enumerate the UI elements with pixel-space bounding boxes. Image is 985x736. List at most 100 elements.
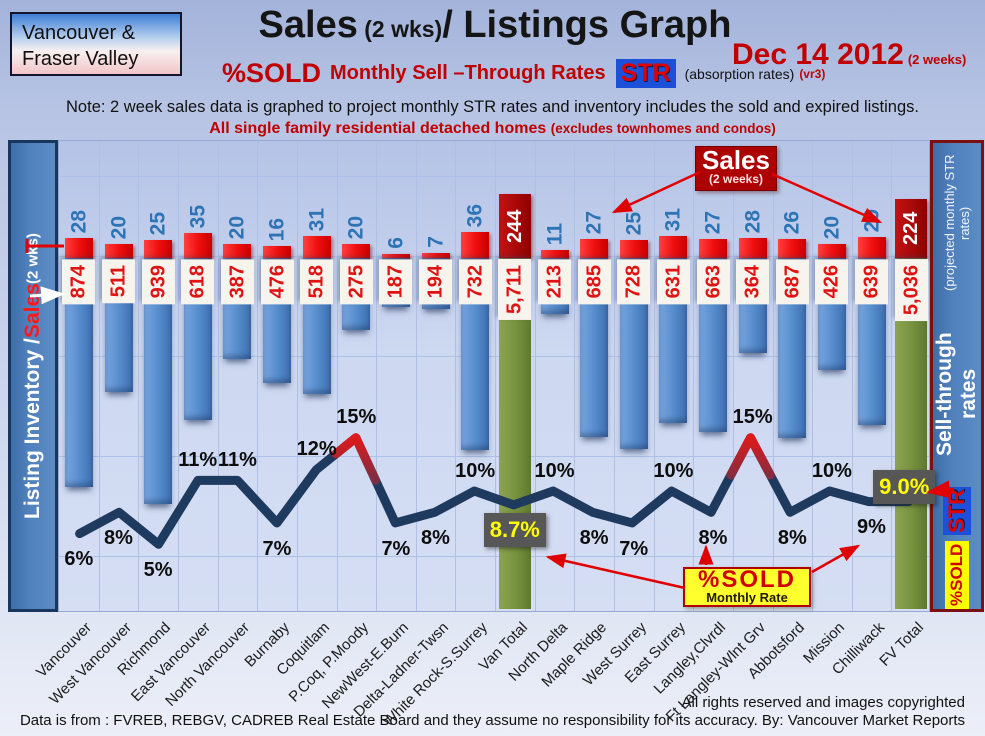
sales-bar	[699, 239, 727, 258]
str-rate-label: 7%	[262, 537, 292, 560]
subtitle: %SOLD Monthly Sell –Through Rates STR (a…	[222, 58, 825, 89]
str-rate-label: 8%	[104, 526, 133, 549]
sales-count-label: 11	[543, 222, 566, 245]
sales-bar	[64, 238, 93, 258]
str-rate-label: 11%	[217, 448, 257, 471]
sales-count-label: 25	[146, 211, 170, 235]
gridline-vertical	[534, 141, 536, 611]
sales-bar	[302, 236, 331, 258]
str-rate-label: 6%	[64, 548, 94, 571]
subtitle-rates: Monthly Sell –Through Rates	[330, 62, 606, 84]
inventory-count-label: 939	[141, 259, 175, 305]
inventory-count-label: 5,036	[894, 259, 928, 322]
gridline-vertical	[693, 141, 695, 611]
region-line-1: Vancouver &	[22, 22, 136, 44]
sales-count-label: 7	[424, 236, 447, 248]
str-rate-label: 10%	[811, 459, 852, 482]
gridline-vertical	[138, 141, 140, 611]
sales-bar	[817, 244, 846, 258]
sales-bar	[580, 239, 609, 258]
date-text: Dec 14 2012	[732, 38, 904, 71]
scope-paren: (excludes townhomes and condos)	[550, 121, 776, 136]
gridline-horizontal	[59, 256, 929, 257]
inventory-count-label: 476	[260, 259, 294, 305]
subtitle-absorption: (absorption rates)	[684, 65, 795, 82]
str-rate-total-label: 9.0%	[873, 470, 936, 505]
gridline-horizontal	[59, 176, 929, 177]
subtitle-pct-sold: %SOLD	[222, 58, 322, 88]
note-text: Note: 2 week sales data is graphed to pr…	[66, 98, 919, 116]
str-rate-label: 8%	[777, 526, 807, 549]
str-rate-label: 8%	[698, 526, 728, 549]
sales-callout: Sales (2 weeks)	[695, 146, 777, 191]
left-axis-inventory-label: Listing Inventory /	[21, 338, 44, 520]
right-axis-main-label: Sell-through rates	[933, 331, 980, 456]
title-2wks: (2 wks)	[357, 16, 443, 42]
inventory-count-label: 728	[617, 259, 651, 305]
sales-bar	[183, 233, 212, 258]
sales-count-label: 29	[860, 208, 883, 232]
scope-main: All single family residential detached h…	[209, 120, 547, 137]
inventory-count-label: 187	[379, 259, 413, 305]
sales-bar	[738, 238, 767, 258]
sales-count-label: 27	[582, 210, 606, 234]
gridline-vertical	[177, 141, 179, 611]
pct-sold-callout-title: %SOLD	[697, 566, 796, 593]
title-rest: / Listings Graph	[442, 4, 732, 46]
sales-count-label: 244	[503, 209, 526, 243]
str-rate-label: 7%	[619, 537, 649, 560]
inventory-count-label: 663	[696, 259, 730, 305]
gridline-vertical	[732, 141, 734, 611]
gridline-vertical	[574, 141, 576, 611]
sales-bar	[461, 232, 490, 258]
gridline-vertical	[296, 141, 298, 611]
inventory-count-label: 275	[339, 259, 373, 305]
sales-count-label: 28	[67, 209, 91, 233]
str-rate-label: 12%	[296, 438, 337, 461]
plot-area: 28 874 Vancouver 6% 20 511 West Vancouver 8% 25 9…	[33, 140, 936, 730]
str-rate-total-label: 8.7%	[483, 513, 546, 548]
sales-bar	[263, 246, 291, 258]
inventory-count-label: 387	[220, 259, 254, 305]
inventory-count-label: 732	[458, 259, 492, 305]
gridline-vertical	[812, 141, 814, 611]
str-chip: STR	[943, 486, 971, 535]
gridline-vertical	[98, 141, 100, 611]
date-period: (2 weeks)	[907, 52, 967, 67]
inventory-count-label: 639	[855, 259, 888, 305]
sales-count-label: 25	[622, 211, 646, 235]
sales-bar	[223, 244, 252, 258]
sales-count-label: 6	[384, 237, 408, 249]
sales-count-label: 36	[463, 203, 487, 227]
gridline-vertical	[653, 141, 655, 611]
sales-bar	[144, 240, 173, 258]
subtitle-version: (vr3)	[799, 66, 826, 81]
gridline-vertical	[851, 141, 853, 611]
gridline-vertical	[376, 141, 378, 611]
sales-bar	[342, 244, 371, 258]
inventory-count-label: 213	[538, 259, 571, 305]
inventory-count-label: 618	[181, 259, 215, 305]
sales-bar	[381, 254, 410, 258]
str-rate-label: 10%	[455, 459, 496, 482]
gridline-vertical	[613, 141, 615, 611]
region-line-2: Fraser Valley	[22, 48, 139, 70]
left-axis-title: Listing Inventory / Sales (2 wks)	[8, 140, 58, 612]
gridline-vertical	[415, 141, 417, 611]
scope-text: All single family residential detached h…	[0, 120, 985, 138]
sales-count-label: 16	[265, 217, 289, 241]
sales-bar	[421, 253, 450, 258]
sales-bar	[857, 237, 886, 258]
sales-bar	[895, 199, 928, 258]
sales-count-label: 31	[661, 207, 685, 231]
sales-callout-sub: (2 weeks)	[708, 172, 764, 186]
gridline-vertical	[455, 141, 457, 611]
sales-bar	[540, 250, 569, 258]
gridline-vertical	[495, 141, 496, 611]
pct-sold-callout: %SOLD Monthly Rate	[683, 567, 811, 607]
sales-count-label: 20	[820, 215, 844, 239]
inventory-count-label: 426	[815, 259, 849, 305]
sales-count-label: 224	[900, 211, 923, 246]
inventory-count-label: 631	[656, 259, 690, 305]
